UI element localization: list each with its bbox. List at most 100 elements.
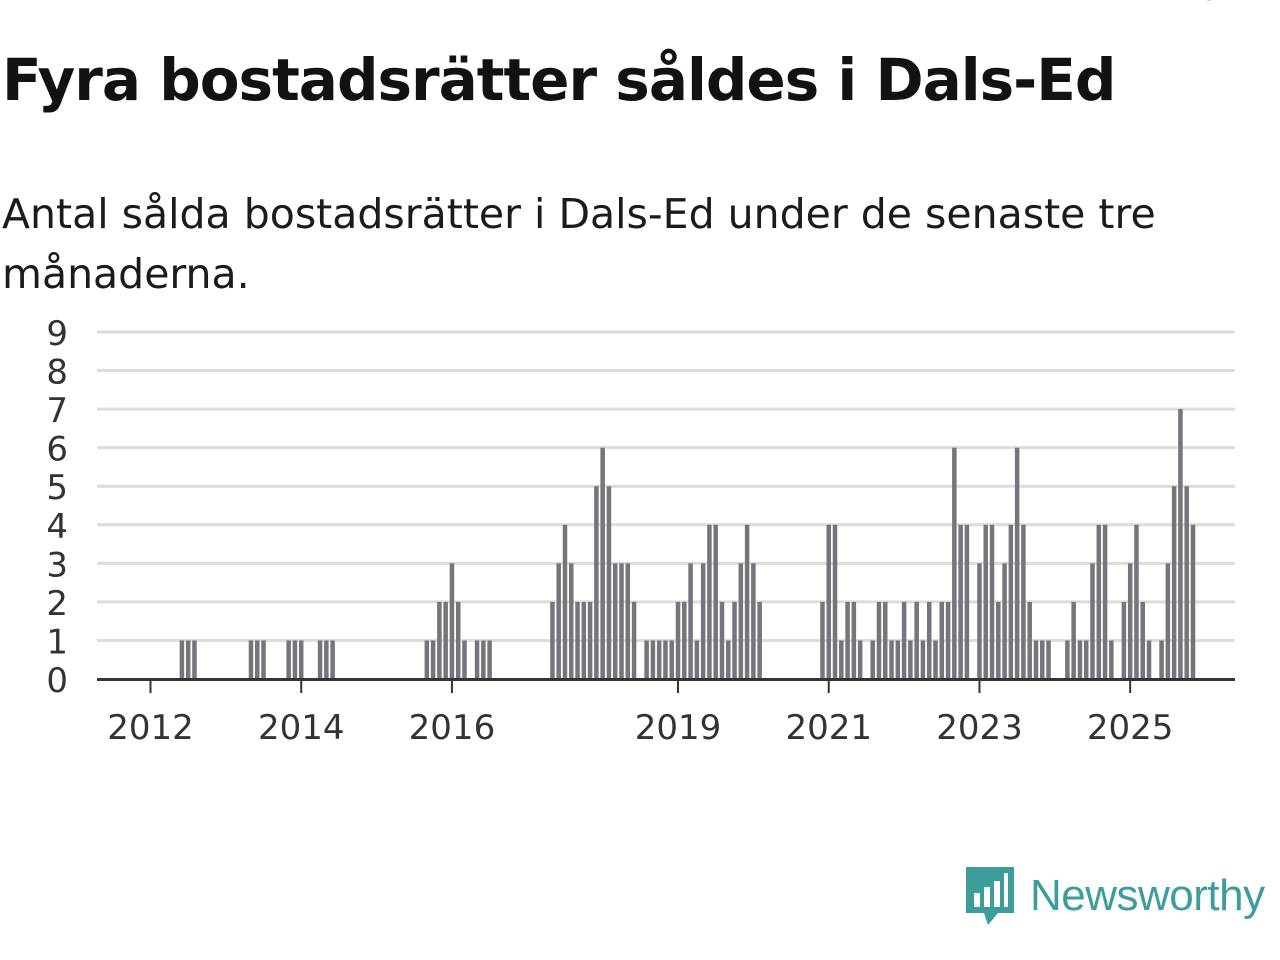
- chart-subtitle: Antal sålda bostadsrätter i Dals-Ed unde…: [2, 190, 1156, 298]
- newsworthy-logo-icon: [966, 867, 1014, 925]
- bar: [562, 524, 568, 679]
- bar: [1121, 601, 1127, 679]
- y-tick-label: 6: [46, 430, 68, 470]
- y-tick-label: 8: [46, 353, 68, 393]
- y-tick-label: 2: [46, 584, 68, 624]
- bar: [851, 601, 857, 679]
- bar: [908, 640, 913, 679]
- bar: [317, 640, 323, 679]
- bar: [952, 447, 957, 679]
- bar: [1090, 563, 1095, 679]
- bar: [286, 640, 291, 679]
- bar: [1146, 640, 1152, 679]
- bar: [619, 563, 624, 679]
- bar: [845, 601, 850, 679]
- bar: [474, 640, 480, 679]
- bar: [832, 524, 838, 679]
- bars: [179, 409, 1196, 679]
- bar: [255, 640, 260, 679]
- bar: [1014, 447, 1020, 679]
- y-tick-label: 4: [46, 507, 68, 547]
- bar: [550, 601, 555, 679]
- bar: [1096, 524, 1102, 679]
- bar: [625, 563, 631, 679]
- bar: [437, 601, 442, 679]
- x-tick-label: 2012: [107, 708, 194, 748]
- bar: [726, 640, 731, 679]
- bar: [964, 524, 970, 679]
- bar: [839, 640, 844, 679]
- x-tick-label: 2016: [409, 708, 496, 748]
- bar: [298, 640, 304, 679]
- bar: [324, 640, 329, 679]
- brand-name: Newsworthy: [1030, 871, 1265, 920]
- bar: [732, 601, 737, 679]
- bar: [569, 563, 574, 679]
- bar: [1071, 601, 1076, 679]
- bar: [751, 563, 756, 679]
- data-label: 4: [1196, 0, 1215, 8]
- bar: [1165, 563, 1171, 679]
- bar: [983, 524, 988, 679]
- bar: [248, 640, 254, 679]
- y-tick-label: 7: [46, 391, 68, 431]
- bar: [1040, 640, 1045, 679]
- bar: [1127, 563, 1133, 679]
- bar: [738, 563, 744, 679]
- bar: [424, 640, 430, 679]
- bar: [920, 640, 926, 679]
- bar: [455, 601, 461, 679]
- bar: [945, 601, 951, 679]
- bar: [719, 601, 725, 679]
- bar: [261, 640, 266, 679]
- bar: [1184, 486, 1189, 679]
- newsworthy-logo: Newsworthy: [962, 862, 1278, 930]
- y-tick-label: 3: [46, 545, 68, 585]
- bar: [1083, 640, 1089, 679]
- bar: [820, 601, 825, 679]
- x-tick-label: 2014: [258, 708, 345, 748]
- bar: [1077, 640, 1083, 679]
- bar: [1046, 640, 1051, 679]
- x-tick-label: 2025: [1087, 708, 1174, 748]
- bar: [1171, 486, 1177, 679]
- y-tick-label: 1: [46, 622, 68, 662]
- bar: [481, 640, 486, 679]
- bar: [688, 563, 693, 679]
- bar: [594, 486, 599, 679]
- bar: [669, 640, 674, 679]
- bar: [1159, 640, 1164, 679]
- bar: [1109, 640, 1114, 679]
- bar: [1002, 563, 1007, 679]
- bar: [883, 601, 888, 679]
- bar: [430, 640, 436, 679]
- bar: [876, 601, 882, 679]
- y-tick-label: 0: [46, 661, 68, 701]
- bar: [744, 524, 750, 679]
- bar: [1190, 524, 1196, 679]
- y-tick-label: 9: [46, 314, 68, 354]
- bar: [443, 601, 448, 679]
- y-tick-label: 5: [46, 468, 68, 508]
- annotations: 4: [1192, 0, 1218, 12]
- bar: [1033, 640, 1039, 679]
- bar: [977, 563, 982, 679]
- bar: [185, 640, 191, 679]
- bar: [606, 486, 612, 679]
- bar: [926, 601, 932, 679]
- bar: [556, 563, 561, 679]
- bar: [656, 640, 662, 679]
- bar: [700, 563, 706, 679]
- bar: [757, 601, 762, 679]
- x-tick-label: 2023: [936, 708, 1023, 748]
- x-axis: [97, 678, 1235, 693]
- bar: [826, 524, 831, 679]
- bar: [449, 563, 455, 679]
- bar: [462, 640, 467, 679]
- bar: [600, 447, 605, 679]
- bar: [587, 601, 593, 679]
- bar: [650, 640, 656, 679]
- bar: [682, 601, 687, 679]
